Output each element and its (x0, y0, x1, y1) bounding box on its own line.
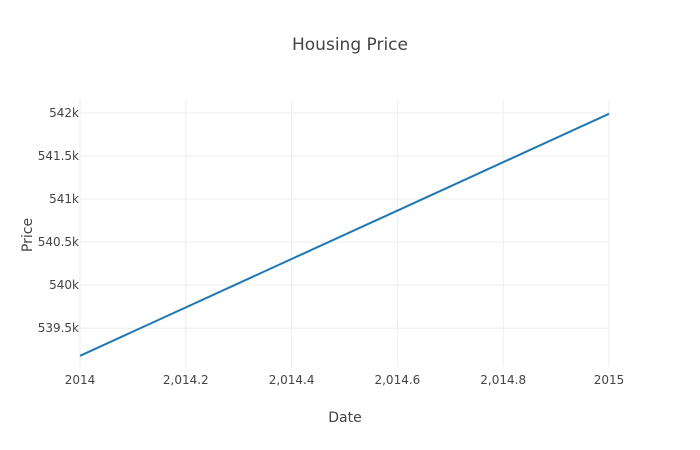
x-tick-label: 2015 (594, 373, 625, 387)
x-tick-label: 2,014.4 (269, 373, 315, 387)
y-axis-ticks: 539.5k 540k 540.5k 541k 541.5k 542k (38, 106, 79, 335)
x-axis-label: Date (328, 410, 361, 426)
chart-title: Housing Price (292, 35, 408, 55)
x-tick-label: 2,014.2 (163, 373, 209, 387)
y-tick-label: 541.5k (38, 149, 79, 163)
y-axis-label: Price (20, 218, 36, 252)
y-tick-label: 540k (49, 278, 79, 292)
x-tick-label: 2,014.8 (480, 373, 526, 387)
x-axis-ticks: 2014 2,014.2 2,014.4 2,014.6 2,014.8 2015 (65, 373, 625, 387)
y-tick-label: 542k (49, 106, 79, 120)
series-layer (79, 112, 610, 357)
y-tick-label: 541k (49, 192, 79, 206)
series-line (79, 112, 610, 357)
y-tick-label: 540.5k (38, 235, 79, 249)
grid (79, 100, 610, 367)
x-tick-label: 2,014.6 (374, 373, 420, 387)
y-tick-label: 539.5k (38, 321, 79, 335)
x-tick-label: 2014 (65, 373, 96, 387)
